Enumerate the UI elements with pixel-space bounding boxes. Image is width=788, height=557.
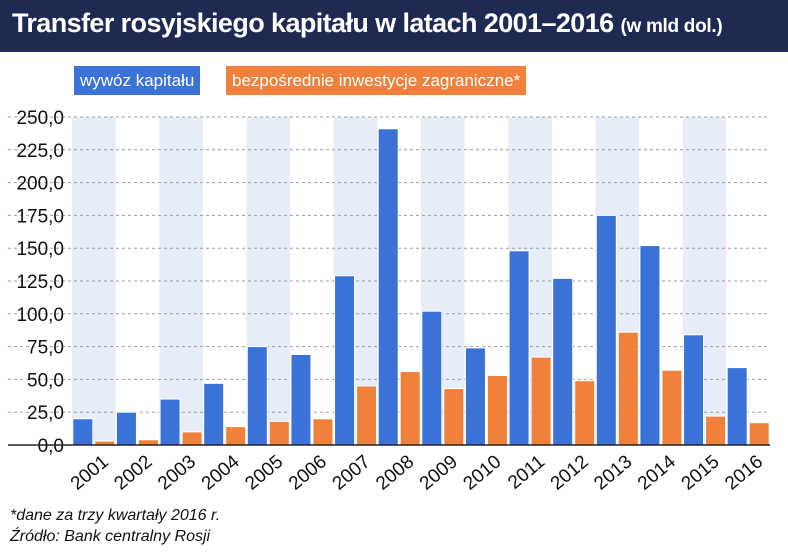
y-tick-label: 50,0	[27, 370, 64, 391]
bar-fdi	[486, 374, 508, 446]
y-tick-label: 100,0	[16, 305, 64, 326]
bar-capital-outflow	[246, 346, 268, 446]
title-main: Transfer rosyjskiego kapitału w latach 2…	[12, 8, 614, 38]
x-tick-label: 2008	[372, 451, 418, 494]
x-tick-label: 2007	[329, 451, 375, 494]
bar-capital-outflow	[595, 214, 617, 446]
bar-fdi	[443, 388, 465, 446]
bar-fdi	[181, 431, 203, 446]
x-tick-label: 2013	[590, 451, 636, 494]
legend-item-fdi: bezpośrednie inwestycje zagraniczne*	[226, 66, 527, 95]
x-tick-label: 2003	[154, 451, 200, 494]
y-tick-label: 175,0	[16, 206, 64, 227]
bar-fdi	[661, 369, 683, 446]
x-tick-label: 2005	[241, 451, 287, 494]
header-bar: Transfer rosyjskiego kapitału w latach 2…	[0, 0, 788, 52]
x-tick-label: 2014	[634, 451, 680, 495]
source-note: Źródło: Bank centralny Rosji	[10, 528, 211, 545]
bar-capital-outflow	[421, 310, 443, 446]
bar-fdi	[617, 331, 639, 446]
y-tick-label: 125,0	[16, 272, 64, 293]
bar-chart: 0,0 25,0 50,0 75,0 100,0 125,0 150,0 175,0 200,0…	[8, 108, 770, 495]
bar-fdi	[530, 356, 552, 446]
y-tick-label: 25,0	[27, 403, 64, 424]
bar-fdi	[748, 422, 770, 446]
legend-item-capital-outflow: wywóz kapitału	[74, 66, 201, 95]
chart-area: 0,0 25,0 50,0 75,0 100,0 125,0 150,0 175,0 200,0…	[0, 52, 788, 508]
bar-capital-outflow	[377, 128, 399, 446]
bar-fdi	[225, 426, 247, 446]
x-tick-label: 2015	[678, 451, 724, 494]
y-tick-label: 250,0	[16, 108, 64, 129]
bar-fdi	[399, 371, 421, 446]
x-tick-label: 2002	[111, 451, 157, 494]
bar-capital-outflow	[159, 398, 181, 446]
legend-label-fdi: bezpośrednie inwestycje zagraniczne*	[232, 71, 521, 90]
y-tick-label: 200,0	[16, 174, 64, 195]
bar-capital-outflow	[334, 275, 356, 446]
bar-capital-outflow	[726, 367, 748, 446]
y-tick-label: 75,0	[27, 338, 64, 359]
bar-capital-outflow	[115, 411, 137, 446]
bar-fdi	[356, 385, 378, 446]
y-axis-labels: 0,0 25,0 50,0 75,0 100,0 125,0 150,0 175,0 200,0…	[16, 108, 64, 457]
footnote: *dane za trzy kwartały 2016 r.	[10, 507, 221, 524]
bar-fdi	[705, 415, 727, 446]
x-tick-label: 2012	[547, 451, 593, 494]
bar-capital-outflow	[290, 353, 312, 446]
chart-title: Transfer rosyjskiego kapitału w latach 2…	[12, 8, 723, 39]
title-unit: (w mld dol.)	[620, 16, 723, 37]
x-axis-labels: 2001200220032004200520062007200820092010…	[67, 451, 767, 495]
y-tick-label: 150,0	[16, 239, 64, 260]
bar-capital-outflow	[508, 250, 530, 446]
bar-fdi	[574, 380, 596, 446]
bar-capital-outflow	[72, 418, 94, 446]
x-tick-label: 2011	[504, 451, 549, 493]
x-tick-label: 2004	[198, 451, 244, 495]
bar-capital-outflow	[683, 334, 705, 446]
y-tick-label: 225,0	[16, 141, 64, 162]
x-tick-label: 2001	[67, 451, 113, 494]
bar-fdi	[312, 418, 334, 446]
x-tick-label: 2010	[460, 451, 506, 494]
y-tick-label: 0,0	[38, 436, 64, 457]
x-tick-label: 2009	[416, 451, 462, 494]
bar-capital-outflow	[464, 347, 486, 446]
bar-fdi	[268, 420, 290, 446]
bar-capital-outflow	[203, 382, 225, 446]
x-tick-label: 2006	[285, 451, 331, 494]
bars	[72, 128, 770, 446]
bar-fdi	[137, 439, 159, 446]
x-tick-label: 2016	[721, 451, 767, 494]
bar-capital-outflow	[552, 277, 574, 446]
legend-label-capital-outflow: wywóz kapitału	[80, 71, 195, 90]
bar-capital-outflow	[639, 245, 661, 446]
